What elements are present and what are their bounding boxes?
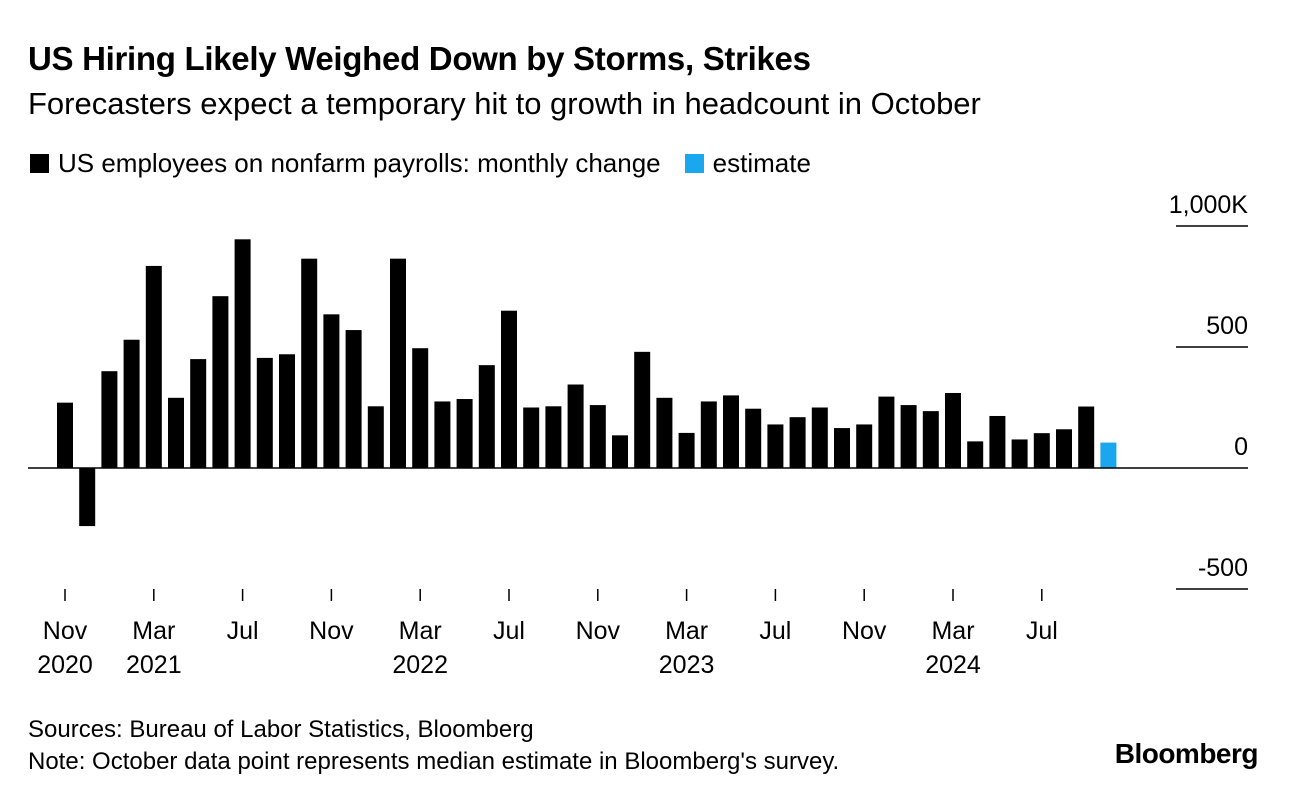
- x-tick-label-month: Nov: [309, 617, 354, 645]
- x-tick-label-year: 2023: [659, 651, 715, 679]
- estimate-bar: [1100, 442, 1117, 468]
- bar: [123, 339, 140, 468]
- bar: [390, 258, 406, 468]
- bar: [101, 371, 118, 468]
- bar: [1056, 429, 1072, 468]
- x-tick-label-month: Mar: [665, 617, 708, 645]
- bar: [456, 399, 473, 468]
- x-tick-label-month: Jul: [1026, 617, 1058, 645]
- bar: [878, 396, 895, 468]
- bar: [589, 405, 606, 468]
- bloomberg-logo: Bloomberg: [1114, 738, 1259, 769]
- x-tick-label-month: Nov: [43, 617, 88, 645]
- bar: [945, 392, 961, 468]
- bar: [256, 357, 273, 468]
- bar: [1078, 406, 1095, 468]
- y-tick-label: 1,000K: [1169, 191, 1249, 219]
- legend: US employees on nonfarm payrolls: monthl…: [30, 148, 835, 179]
- bar: [545, 406, 562, 468]
- x-tick-label-month: Jul: [759, 617, 791, 645]
- bar: [478, 365, 495, 468]
- x-tick-label-month: Nov: [576, 617, 621, 645]
- legend-swatch-estimate: [684, 154, 704, 173]
- bar: [922, 411, 939, 468]
- legend-label-estimate: estimate: [712, 148, 811, 178]
- bar: [501, 310, 517, 468]
- bar: [745, 408, 762, 468]
- bar: [212, 296, 229, 468]
- bar: [345, 330, 362, 468]
- bar: [1033, 433, 1050, 468]
- bar: [234, 239, 251, 468]
- bar: [678, 432, 695, 468]
- bar: [567, 384, 584, 468]
- legend-item-payrolls: US employees on nonfarm payrolls: monthl…: [30, 148, 661, 179]
- legend-label-payrolls: US employees on nonfarm payrolls: monthl…: [58, 148, 661, 178]
- bar: [634, 351, 651, 468]
- bar: [434, 401, 451, 468]
- chart-subtitle: Forecasters expect a temporary hit to gr…: [28, 86, 981, 121]
- y-tick-label: 0: [1234, 433, 1248, 461]
- bar: [323, 314, 340, 468]
- x-tick-label-month: Mar: [132, 617, 175, 645]
- bar: [656, 397, 673, 468]
- bar: [190, 359, 207, 468]
- x-tick-label-month: Jul: [227, 617, 259, 645]
- bar: [967, 441, 984, 468]
- bar: [767, 424, 784, 468]
- bar: [412, 348, 429, 468]
- chart-title: US Hiring Likely Weighed Down by Storms,…: [28, 40, 811, 77]
- sources-note: Sources: Bureau of Labor Statistics, Blo…: [28, 716, 534, 743]
- bar: [612, 435, 628, 468]
- x-tick-label-month: Nov: [842, 617, 887, 645]
- bar: [57, 402, 73, 468]
- x-tick-label-month: Jul: [493, 617, 525, 645]
- bar: [145, 265, 162, 468]
- bar: [79, 468, 96, 527]
- bar: [279, 354, 295, 468]
- footnote: Note: October data point represents medi…: [28, 748, 840, 775]
- x-tick-label-year: 2024: [925, 651, 981, 679]
- x-tick-label-year: 2020: [37, 651, 93, 679]
- bar: [834, 428, 850, 468]
- y-tick-label: 500: [1206, 312, 1248, 340]
- bar: [811, 407, 828, 468]
- x-tick-label-year: 2022: [392, 651, 448, 679]
- bar: [1011, 439, 1028, 468]
- bar: [700, 401, 717, 468]
- bar: [789, 417, 806, 468]
- legend-item-estimate: estimate: [684, 148, 811, 179]
- bar: [367, 406, 384, 468]
- bar: [900, 405, 917, 468]
- bar: [523, 407, 540, 468]
- bar: [989, 415, 1006, 468]
- bar: [723, 395, 739, 468]
- y-tick-label: -500: [1198, 554, 1248, 582]
- x-tick-label-month: Mar: [399, 617, 442, 645]
- bar: [856, 424, 873, 468]
- x-tick-label-month: Mar: [931, 617, 974, 645]
- bar: [301, 258, 318, 468]
- x-tick-label-year: 2021: [126, 651, 182, 679]
- bar: [168, 397, 184, 468]
- legend-swatch-payrolls: [30, 154, 49, 173]
